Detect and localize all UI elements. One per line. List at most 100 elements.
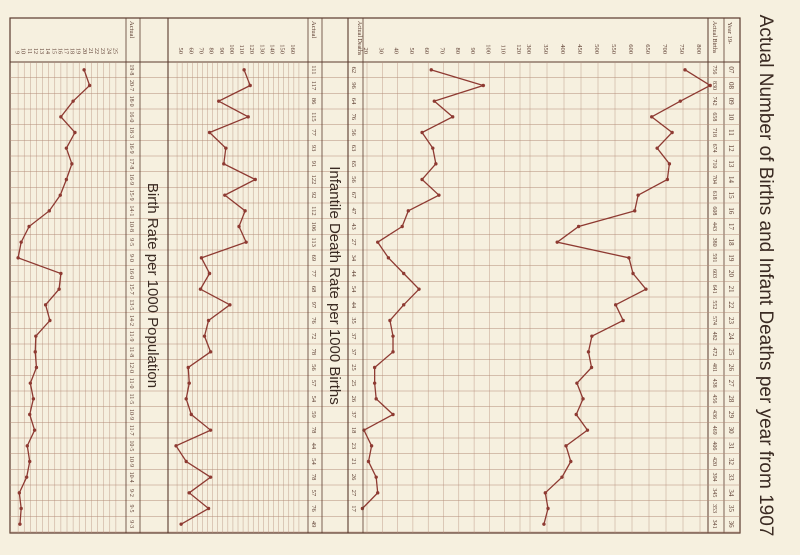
year-tick-label: 31 [727, 442, 735, 450]
birth-rate-series-point [27, 224, 31, 229]
birth-rate-series-point [57, 287, 61, 291]
births-value-label: 710 [711, 159, 717, 168]
births-series-point [613, 303, 618, 307]
births-value-label: 591 [711, 253, 717, 262]
birth-rate-series-point [25, 444, 29, 448]
birth-rate-y-tick-label: 17 [63, 48, 69, 54]
year-tick-label: 26 [727, 364, 735, 372]
deaths-series-point [391, 350, 395, 354]
deaths-value-label: 34 [350, 255, 357, 262]
imr-series-point [222, 162, 226, 166]
year-tick-label: 20 [727, 270, 735, 278]
imr-series-point [174, 444, 178, 448]
births-value-label: 608 [711, 206, 717, 215]
imr-series-point [242, 68, 246, 72]
imr-actual-value: 57 [310, 490, 317, 497]
year-tick-label: 23 [727, 317, 735, 325]
imr-series-point [199, 256, 204, 260]
births-value-label: 618 [711, 191, 717, 200]
deaths-series-point [429, 68, 433, 72]
birth-rate-actual-value: 13·5 [128, 299, 134, 310]
birth-rate-y-tick-label: 25 [111, 48, 117, 54]
imr-actual-value: 115 [310, 112, 317, 122]
imr-actual-value: 97 [310, 302, 317, 309]
deaths-value-label: 67 [350, 192, 357, 199]
birth-rate-series-point [28, 459, 32, 464]
birth-rate-series-point [58, 193, 62, 197]
births-y-tick-label: 500 [593, 44, 600, 54]
births-series-point [564, 444, 568, 448]
imr-actual-label: Actual [310, 21, 317, 39]
births-value-label: 341 [711, 520, 717, 529]
birth-rate-series-point [28, 412, 32, 417]
year-tick-label: 35 [727, 505, 735, 513]
birth-rate-y-tick-label: 13 [38, 48, 44, 54]
births-value-label: 443 [711, 222, 717, 231]
birth-rate-actual-value: 11·9 [128, 331, 134, 342]
birth-rate-series-point [43, 303, 48, 307]
imr-actual-value: 72 [310, 333, 317, 340]
birth-rate-series-point [71, 99, 75, 103]
imr-actual-value: 93 [310, 145, 317, 152]
imr-y-tick-label: 100 [228, 44, 235, 54]
births-series-point [650, 115, 654, 119]
births-label: Actual Births [711, 21, 717, 54]
birth-rate-series-point [31, 397, 36, 401]
deaths-series-point [420, 130, 424, 135]
deaths-label: Actual Deaths [356, 21, 362, 56]
year-tick-label: 09 [727, 98, 735, 106]
imr-actual-value: 78 [310, 427, 317, 434]
year-tick-label: 18 [727, 239, 735, 247]
births-series-line [543, 69, 712, 525]
birth-rate-series-point [59, 271, 63, 276]
birth-rate-actual-value: 18·0 [128, 96, 134, 107]
imr-y-tick-label: 110 [238, 44, 245, 54]
births-value-label: 830 [711, 81, 717, 90]
birth-rate-y-tick-label: 10 [20, 48, 26, 54]
birth-rate-y-tick-label: 9 [14, 51, 20, 54]
year-tick-label: 30 [727, 427, 735, 435]
births-value-label: 674 [711, 144, 717, 153]
imr-series-point [187, 381, 191, 385]
birth-rate-series-point [47, 209, 51, 213]
birth-rate-series-point [19, 240, 23, 244]
imr-actual-value: 68 [310, 286, 317, 293]
deaths-y-tick-label: 80 [454, 48, 461, 55]
year-tick-label: 22 [727, 301, 735, 309]
birth-rate-actual-value: 19·8 [128, 64, 134, 75]
imr-series-point [208, 475, 213, 479]
imr-series-point [243, 209, 247, 213]
imr-series-point [184, 397, 188, 401]
birth-rate-series-point [59, 115, 63, 119]
birth-rate-actual-value: 11·5 [128, 393, 134, 404]
births-series-point [683, 68, 687, 72]
deaths-value-label: 37 [350, 411, 357, 418]
year-tick-label: 12 [727, 145, 735, 153]
birth-rate-actual-value: 16·0 [128, 268, 134, 279]
births-series-point [574, 412, 578, 417]
year-tick-label: 25 [727, 348, 735, 356]
births-value-label: 438 [711, 379, 717, 388]
deaths-y-tick-label: 30 [377, 48, 384, 55]
imr-series-point [184, 459, 188, 464]
birth-rate-y-tick-label: 15 [50, 48, 56, 54]
births-y-tick-label: 400 [559, 44, 566, 54]
imr-actual-value: 92 [310, 192, 317, 199]
birth-rate-y-tick-label: 14 [44, 48, 50, 54]
deaths-series-point [376, 491, 380, 495]
births-value-label: 482 [711, 332, 717, 341]
births-series-point [569, 459, 573, 464]
deaths-value-label: 25 [350, 364, 357, 371]
deaths-y-tick-label: 100 [484, 44, 491, 54]
births-y-tick-label: 550 [610, 44, 617, 54]
births-y-tick-label: 750 [678, 44, 685, 54]
imr-actual-value: 113 [310, 237, 317, 247]
imr-actual-value: 57 [310, 380, 317, 387]
births-series-point [670, 130, 674, 135]
deaths-value-label: 63 [350, 145, 357, 152]
imr-series-point [186, 365, 190, 370]
birth-rate-series-point [64, 146, 69, 150]
imr-series-point [189, 412, 193, 417]
